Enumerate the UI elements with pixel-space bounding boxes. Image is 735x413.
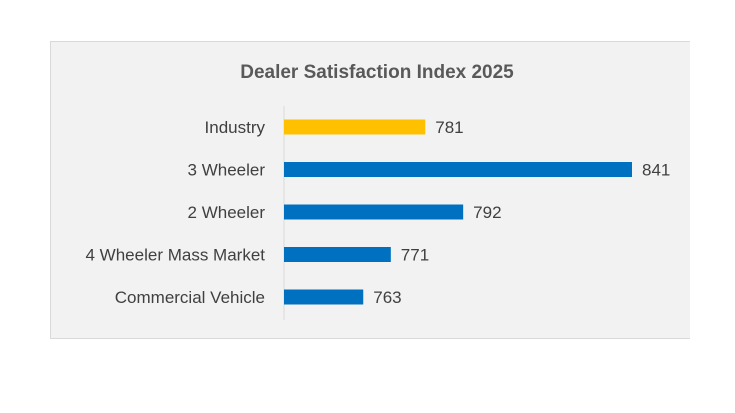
category-label: 3 Wheeler — [188, 161, 266, 180]
category-label: Commercial Vehicle — [115, 288, 265, 307]
category-label: 4 Wheeler Mass Market — [86, 246, 266, 265]
chart-frame — [50, 41, 690, 339]
bar-industry — [284, 119, 426, 135]
bars-group: Industry 781 3 Wheeler 841 2 Wheeler 792 4 Whe… — [86, 118, 671, 307]
data-label: 781 — [435, 118, 463, 137]
data-label: 841 — [642, 161, 670, 180]
bar-commercial-vehicle — [284, 289, 364, 305]
data-label: 792 — [473, 203, 501, 222]
bar-3-wheeler — [284, 162, 632, 177]
data-label: 763 — [373, 288, 401, 307]
bar-2-wheeler — [284, 204, 464, 220]
bar-4-wheeler-mass-market — [284, 247, 391, 262]
chart-title: Dealer Satisfaction Index 2025 — [240, 62, 514, 83]
category-label: 2 Wheeler — [188, 203, 266, 222]
category-label: Industry — [205, 118, 266, 137]
data-label: 771 — [401, 246, 429, 265]
